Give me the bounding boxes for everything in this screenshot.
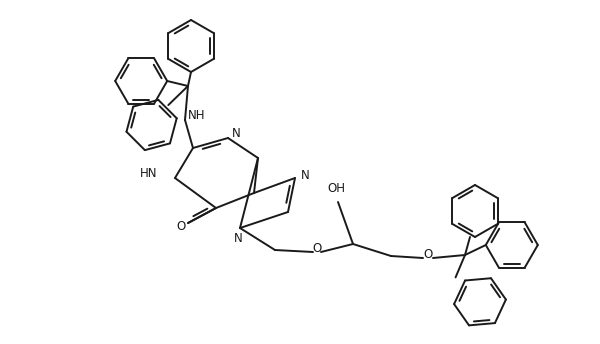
Text: O: O bbox=[313, 243, 322, 256]
Text: O: O bbox=[176, 219, 185, 233]
Text: HN: HN bbox=[139, 166, 157, 180]
Text: O: O bbox=[424, 248, 433, 261]
Text: N: N bbox=[301, 169, 310, 182]
Text: NH: NH bbox=[188, 108, 206, 121]
Text: OH: OH bbox=[327, 182, 345, 194]
Text: N: N bbox=[232, 127, 241, 140]
Text: N: N bbox=[233, 232, 242, 245]
